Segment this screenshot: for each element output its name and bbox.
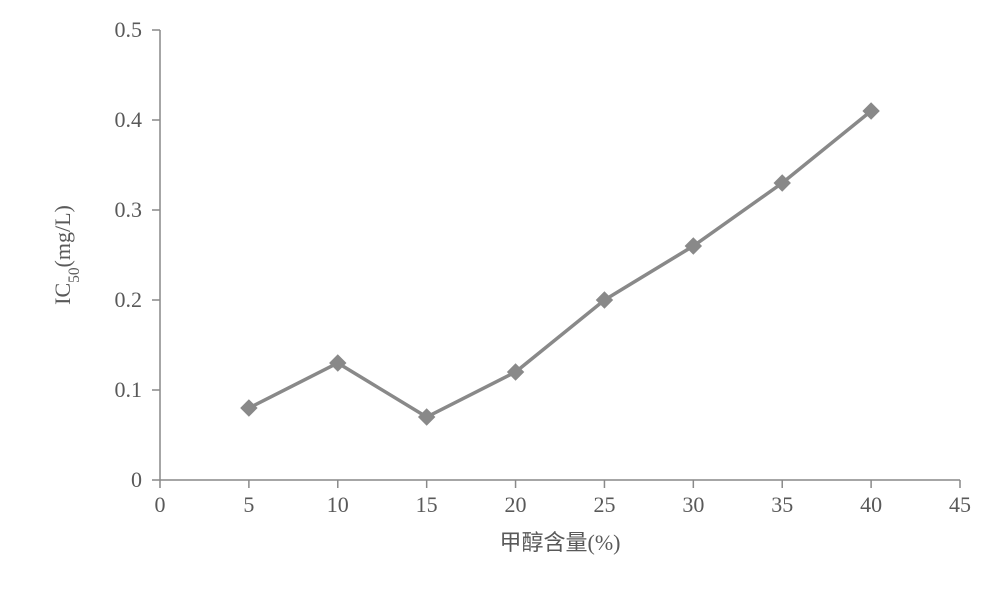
- y-tick-label: 0.1: [115, 377, 143, 402]
- y-axis-title: IC50(mg/L): [50, 205, 83, 305]
- x-tick-label: 25: [593, 492, 615, 517]
- x-tick-label: 10: [327, 492, 349, 517]
- x-tick-label: 30: [682, 492, 704, 517]
- data-marker: [419, 409, 435, 425]
- series-line: [249, 111, 871, 417]
- x-axis-title: 甲醇含量(%): [500, 530, 621, 555]
- x-tick-label: 40: [860, 492, 882, 517]
- x-tick-label: 15: [416, 492, 438, 517]
- y-tick-label: 0.4: [115, 107, 143, 132]
- data-marker: [330, 355, 346, 371]
- x-tick-label: 5: [243, 492, 254, 517]
- x-tick-label: 0: [155, 492, 166, 517]
- chart-svg: 0 5 10 15 20 25 30 35 40 45 0 0.1 0.2 0.3 0.4 0.5 甲醇含量(%…: [0, 0, 1000, 591]
- x-tick-label: 45: [949, 492, 971, 517]
- y-tick-label: 0.3: [115, 197, 143, 222]
- y-tick-label: 0.2: [115, 287, 143, 312]
- ic50-chart: 0 5 10 15 20 25 30 35 40 45 0 0.1 0.2 0.3 0.4 0.5 甲醇含量(%…: [0, 0, 1000, 591]
- x-tick-label: 20: [505, 492, 527, 517]
- y-tick-label: 0: [131, 467, 142, 492]
- y-tick-label: 0.5: [115, 17, 143, 42]
- data-marker: [241, 400, 257, 416]
- x-tick-label: 35: [771, 492, 793, 517]
